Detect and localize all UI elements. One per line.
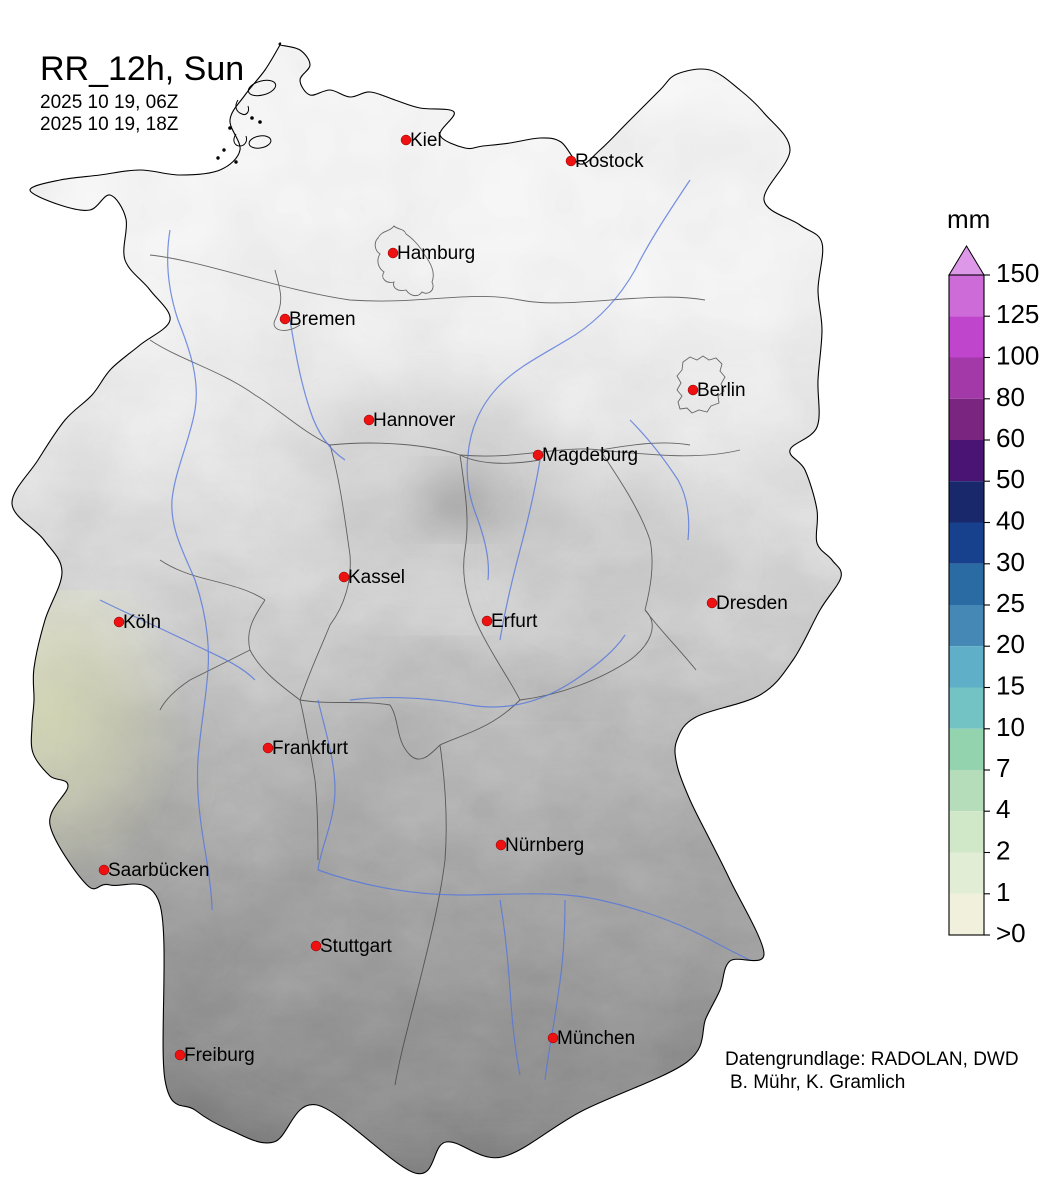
svg-text:Köln: Köln [123,612,161,633]
svg-text:Rostock: Rostock [575,151,644,172]
svg-text:Freiburg: Freiburg [184,1045,255,1066]
svg-text:2025 10 19, 18Z: 2025 10 19, 18Z [40,114,179,135]
svg-text:Dresden: Dresden [716,593,788,614]
svg-text:Bremen: Bremen [289,309,356,330]
svg-text:10: 10 [996,712,1025,742]
svg-text:40: 40 [996,506,1025,536]
svg-text:Frankfurt: Frankfurt [272,738,349,759]
svg-text:Saarbücken: Saarbücken [108,860,209,881]
svg-text:100: 100 [996,341,1039,371]
svg-text:Kiel: Kiel [410,130,442,151]
svg-text:30: 30 [996,547,1025,577]
svg-text:München: München [557,1028,635,1049]
svg-text:Stuttgart: Stuttgart [320,936,393,957]
svg-text:1: 1 [996,877,1010,907]
svg-text:7: 7 [996,753,1010,783]
svg-text:15: 15 [996,671,1025,701]
svg-text:2025 10 19, 06Z: 2025 10 19, 06Z [40,92,179,113]
svg-text:Magdeburg: Magdeburg [542,445,638,466]
svg-text:150: 150 [996,258,1039,288]
svg-text:B. Mühr, K. Gramlich: B. Mühr, K. Gramlich [730,1072,905,1093]
svg-text:Kassel: Kassel [348,567,405,588]
svg-text:mm: mm [947,204,990,234]
svg-text:125: 125 [996,299,1039,329]
svg-text:50: 50 [996,464,1025,494]
svg-text:>0: >0 [996,918,1026,948]
svg-text:2: 2 [996,836,1010,866]
svg-text:RR_12h, Sun: RR_12h, Sun [40,50,244,88]
svg-text:Erfurt: Erfurt [491,611,538,632]
svg-text:Datengrundlage: RADOLAN, DWD: Datengrundlage: RADOLAN, DWD [725,1049,1019,1070]
svg-text:4: 4 [996,794,1010,824]
svg-text:80: 80 [996,382,1025,412]
svg-text:20: 20 [996,629,1025,659]
svg-text:25: 25 [996,588,1025,618]
svg-text:Hannover: Hannover [373,410,456,431]
svg-text:Hamburg: Hamburg [397,243,475,264]
svg-text:Nürnberg: Nürnberg [505,835,584,856]
svg-text:Berlin: Berlin [697,380,746,401]
svg-text:60: 60 [996,423,1025,453]
